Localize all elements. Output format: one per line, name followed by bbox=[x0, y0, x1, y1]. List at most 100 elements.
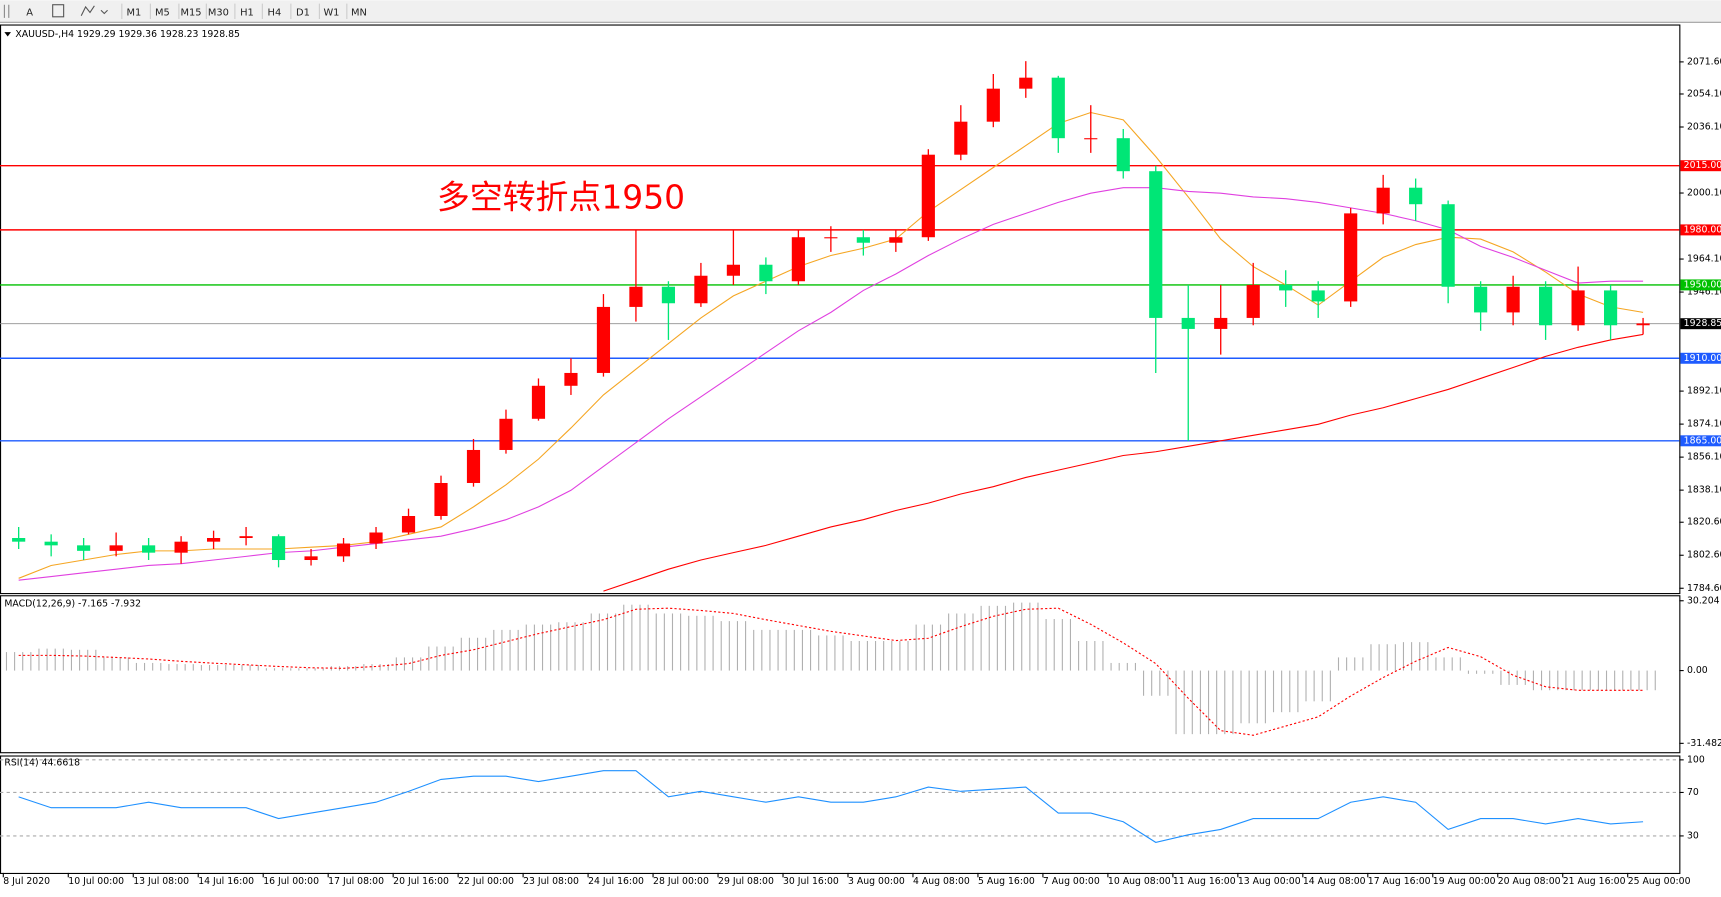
candle-body bbox=[1603, 290, 1618, 326]
x-tick-label: 19 Aug 00:00 bbox=[1433, 876, 1496, 887]
signal-line bbox=[18, 607, 1644, 736]
x-tick-label: 29 Jul 08:00 bbox=[718, 876, 774, 887]
x-tick-label: 14 Aug 08:00 bbox=[1303, 876, 1366, 887]
price-label: 1928.85 bbox=[1684, 318, 1721, 329]
candle-body bbox=[401, 515, 416, 533]
y-tick-label: 100 bbox=[1687, 754, 1705, 765]
crosshair-icon bbox=[3, 4, 10, 18]
timeframe-button[interactable]: MN bbox=[351, 7, 367, 18]
timeframe-button[interactable]: H4 bbox=[268, 7, 282, 18]
candle-body bbox=[1474, 286, 1488, 313]
timeframe-button[interactable]: M1 bbox=[127, 7, 142, 18]
x-tick-label: 22 Jul 00:00 bbox=[458, 876, 514, 887]
candle-body bbox=[1409, 187, 1423, 205]
candle-body bbox=[336, 543, 351, 557]
x-tick-label: 13 Aug 00:00 bbox=[1238, 876, 1301, 887]
y-tick-label: 1892.10 bbox=[1687, 386, 1721, 397]
x-tick-label: 4 Aug 08:00 bbox=[913, 876, 970, 887]
candle-body bbox=[109, 545, 123, 551]
rsi-line bbox=[18, 770, 1644, 843]
candle-body bbox=[1051, 77, 1065, 139]
text-icon bbox=[52, 4, 65, 18]
x-tick-label: 10 Jul 00:00 bbox=[68, 876, 124, 887]
candle-body bbox=[1279, 284, 1293, 291]
candle-body bbox=[434, 482, 448, 516]
x-tick-label: 25 Aug 00:00 bbox=[1628, 876, 1691, 887]
x-tick-label: 8 Jul 2020 bbox=[3, 876, 50, 887]
price-label-bg bbox=[1680, 352, 1721, 364]
candle-body bbox=[1571, 290, 1585, 326]
timeframe-button[interactable]: W1 bbox=[323, 7, 339, 18]
candle-body bbox=[531, 385, 546, 419]
price-label: 1950.00 bbox=[1684, 279, 1721, 290]
x-tick-label: 24 Jul 16:00 bbox=[588, 876, 644, 887]
timeframe-button[interactable]: H1 bbox=[240, 7, 254, 18]
candle-body bbox=[921, 154, 935, 238]
price-label-bg bbox=[1680, 279, 1721, 291]
candle-body bbox=[661, 286, 676, 304]
x-tick-label: 17 Jul 08:00 bbox=[328, 876, 384, 887]
candle-body bbox=[564, 372, 578, 386]
candle-body bbox=[1214, 317, 1228, 329]
x-tick-label: 28 Jul 00:00 bbox=[653, 876, 709, 887]
timeframe-button[interactable]: M15 bbox=[180, 7, 201, 18]
x-tick-label: 20 Jul 16:00 bbox=[393, 876, 449, 887]
candle-body bbox=[1441, 204, 1455, 287]
timeframe-button[interactable]: M30 bbox=[208, 7, 229, 18]
annotation: 多空转折点1950 bbox=[437, 177, 685, 216]
y-tick-label: 1856.10 bbox=[1687, 452, 1721, 463]
candle-body bbox=[759, 264, 773, 282]
candle-body bbox=[44, 541, 58, 546]
candle-body bbox=[1246, 284, 1260, 318]
candle-body bbox=[1019, 77, 1033, 89]
y-tick-label: 2054.10 bbox=[1687, 88, 1721, 99]
timeframe-button[interactable]: D1 bbox=[296, 7, 310, 18]
candle-body bbox=[142, 545, 156, 553]
toolbar-bg bbox=[0, 0, 1721, 23]
candle-body bbox=[954, 121, 968, 155]
candle-body bbox=[824, 237, 838, 239]
x-tick-label: 21 Aug 16:00 bbox=[1563, 876, 1626, 887]
title-arrow bbox=[4, 32, 11, 37]
candle-body bbox=[77, 545, 91, 551]
x-tick-label: 30 Jul 16:00 bbox=[783, 876, 839, 887]
x-tick-label: 7 Aug 00:00 bbox=[1043, 876, 1100, 887]
x-tick-label: 16 Jul 00:00 bbox=[263, 876, 319, 887]
price-label-bg bbox=[1680, 435, 1721, 447]
candle-body bbox=[1181, 317, 1195, 329]
y-tick-label: 1820.60 bbox=[1687, 517, 1721, 528]
candle-body bbox=[239, 536, 253, 539]
candle-body bbox=[1506, 286, 1520, 313]
y-tick-label: 2036.10 bbox=[1687, 122, 1721, 133]
y-tick-label: 30 bbox=[1687, 830, 1699, 841]
macd-panel bbox=[0, 595, 1681, 754]
candle-body bbox=[1311, 290, 1325, 302]
candle-body bbox=[466, 449, 481, 483]
candle-body bbox=[207, 538, 221, 542]
moving-average bbox=[603, 333, 1644, 592]
panels bbox=[0, 24, 1681, 875]
rsi-panel bbox=[0, 755, 1681, 875]
candle-body bbox=[986, 88, 1000, 122]
timeframe-button[interactable]: A bbox=[26, 7, 33, 18]
timeframe-button[interactable]: M5 bbox=[155, 7, 170, 18]
x-tick-label: 3 Aug 00:00 bbox=[848, 876, 905, 887]
price-label: 2015.00 bbox=[1684, 160, 1721, 171]
candle-body bbox=[1376, 187, 1390, 214]
price-panel bbox=[0, 24, 1681, 595]
price-label: 1980.00 bbox=[1684, 224, 1721, 235]
candle-body bbox=[1116, 138, 1130, 172]
candle-body bbox=[1539, 286, 1553, 326]
candle-body bbox=[791, 237, 805, 282]
x-tick-label: 13 Jul 08:00 bbox=[133, 876, 189, 887]
candle-body bbox=[1636, 323, 1650, 326]
chart-title: MACD(12,26,9) -7.165 -7.932 bbox=[4, 599, 141, 610]
y-tick-label: 70 bbox=[1687, 787, 1699, 798]
candle-body bbox=[304, 556, 318, 561]
y-tick-label: 1838.10 bbox=[1687, 485, 1721, 496]
x-tick-label: 17 Aug 16:00 bbox=[1368, 876, 1431, 887]
chart-title: RSI(14) 44.6618 bbox=[4, 758, 80, 769]
candle-body bbox=[499, 418, 513, 450]
